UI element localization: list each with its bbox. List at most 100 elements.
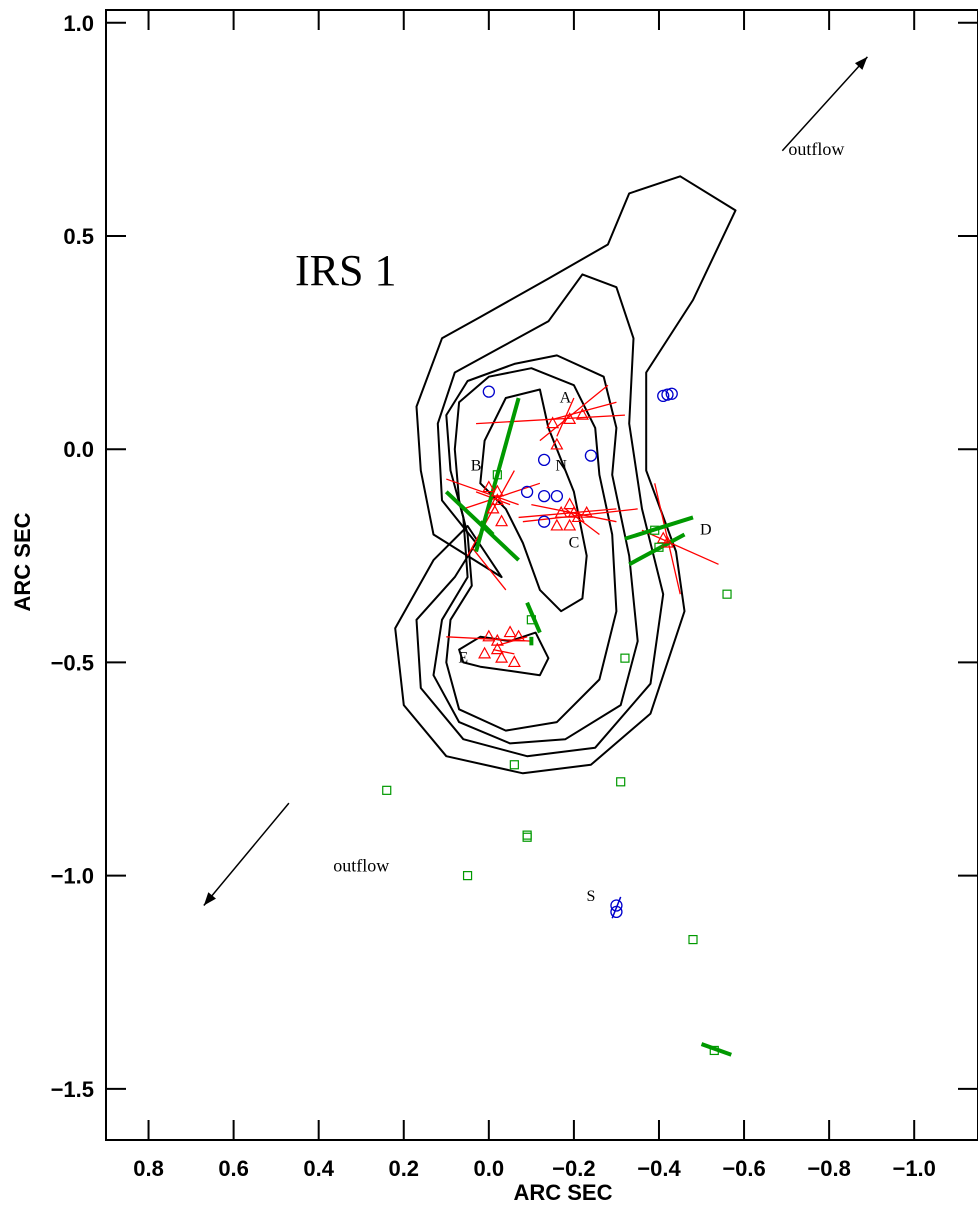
- circle-marker: [482, 385, 495, 398]
- triangle-marker: [490, 642, 504, 655]
- triangle-marker: [482, 629, 496, 642]
- x-tick-label: 0.6: [218, 1156, 249, 1181]
- circle-marker: [537, 489, 551, 503]
- triangle-marker: [495, 650, 509, 663]
- contour-lines: [394, 175, 737, 775]
- polarization-vectors: [444, 384, 732, 1057]
- triangle-marker: [580, 505, 594, 518]
- red-vector: [641, 529, 719, 565]
- triangle-marker: [490, 484, 504, 497]
- outflow-arrow: [781, 56, 868, 152]
- data-markers: [382, 385, 732, 1056]
- axis-ticks: 0.8 0.6 0.4 0.2 0.0 −0.2 −0.4 −0.6 −0.8 −1.0 1.0 0.…: [51, 10, 978, 1181]
- outflow-arrowhead: [854, 56, 868, 70]
- red-vector: [475, 491, 511, 506]
- triangle-marker: [660, 535, 674, 548]
- circle-marker: [665, 387, 678, 400]
- y-tick-label: −1.0: [51, 864, 94, 889]
- square-marker: [654, 542, 664, 552]
- square-marker: [616, 777, 626, 787]
- triangle-marker: [486, 501, 500, 514]
- triangle-marker: [563, 518, 577, 531]
- contour-line: [479, 388, 588, 613]
- green-vector: [478, 520, 495, 536]
- square-marker: [462, 871, 473, 881]
- square-marker: [620, 653, 630, 663]
- point-label: E: [458, 649, 468, 666]
- green-vector: [628, 532, 686, 567]
- circle-marker: [610, 905, 623, 919]
- contour-line: [432, 354, 639, 745]
- triangle-marker: [563, 412, 577, 424]
- square-marker: [650, 525, 660, 535]
- triangle-marker: [503, 625, 517, 638]
- triangle-marker: [495, 514, 509, 527]
- triangle-marker: [550, 518, 564, 531]
- triangle-marker: [563, 497, 577, 510]
- point-label: S: [586, 888, 595, 905]
- y-axis-title: ARC SEC: [10, 512, 35, 611]
- square-marker: [492, 470, 502, 480]
- x-tick-label: −0.2: [552, 1156, 595, 1181]
- triangle-marker: [490, 493, 504, 505]
- red-vector: [476, 414, 625, 425]
- circle-marker: [520, 485, 534, 498]
- x-axis-title: ARC SEC: [513, 1180, 612, 1205]
- point-label: D: [700, 521, 712, 538]
- red-vector: [654, 483, 681, 595]
- triangle-marker: [546, 416, 560, 429]
- y-tick-label: −0.5: [51, 650, 94, 675]
- square-marker: [382, 785, 392, 795]
- triangle-marker: [490, 633, 504, 646]
- circle-marker: [584, 449, 598, 462]
- red-vector: [492, 648, 515, 655]
- red-vector: [552, 401, 617, 420]
- triangle-marker: [507, 655, 521, 668]
- y-tick-label: 0.0: [63, 437, 94, 462]
- contour-line: [415, 273, 665, 758]
- x-tick-label: 0.0: [474, 1156, 505, 1181]
- triangle-marker: [554, 505, 568, 518]
- square-marker: [522, 830, 532, 840]
- contour-line: [394, 175, 737, 775]
- chart-title: IRS 1: [295, 246, 396, 295]
- outflow-arrowhead: [203, 892, 216, 906]
- square-marker: [509, 760, 519, 770]
- red-vector: [471, 546, 507, 591]
- point-label: A: [560, 389, 572, 406]
- contour-line: [458, 631, 550, 677]
- x-tick-label: −0.6: [722, 1156, 765, 1181]
- triangle-marker: [512, 629, 526, 642]
- outflow-label: outflow: [333, 855, 389, 875]
- square-marker: [722, 589, 732, 599]
- triangle-marker: [550, 437, 564, 450]
- circle-marker: [610, 899, 623, 912]
- x-tick-label: −0.4: [637, 1156, 681, 1181]
- x-tick-label: −1.0: [892, 1156, 935, 1181]
- contour-line: [445, 367, 618, 732]
- x-tick-label: 0.4: [303, 1156, 334, 1181]
- green-vector: [525, 601, 542, 634]
- square-marker: [709, 1045, 719, 1056]
- circle-marker: [537, 453, 551, 467]
- square-marker: [688, 934, 698, 945]
- outflow-annotations: outflow outflow: [203, 56, 868, 906]
- point-label: N: [555, 458, 567, 475]
- circle-marker: [661, 388, 674, 401]
- triangle-marker: [482, 480, 496, 493]
- red-vector: [518, 508, 617, 519]
- triangle-marker: [567, 505, 581, 518]
- y-tick-label: −1.5: [51, 1077, 94, 1102]
- circle-marker: [537, 515, 551, 528]
- outflow-label: outflow: [788, 139, 844, 159]
- outflow-arrow: [203, 802, 290, 906]
- x-tick-label: −0.8: [807, 1156, 850, 1181]
- y-tick-label: 0.5: [63, 224, 94, 249]
- green-vector: [700, 1042, 732, 1057]
- point-labels: A B N C D E S: [458, 389, 711, 905]
- red-vector: [539, 384, 609, 442]
- red-vector: [446, 478, 519, 506]
- square-marker: [526, 615, 536, 625]
- x-tick-label: 0.8: [133, 1156, 164, 1181]
